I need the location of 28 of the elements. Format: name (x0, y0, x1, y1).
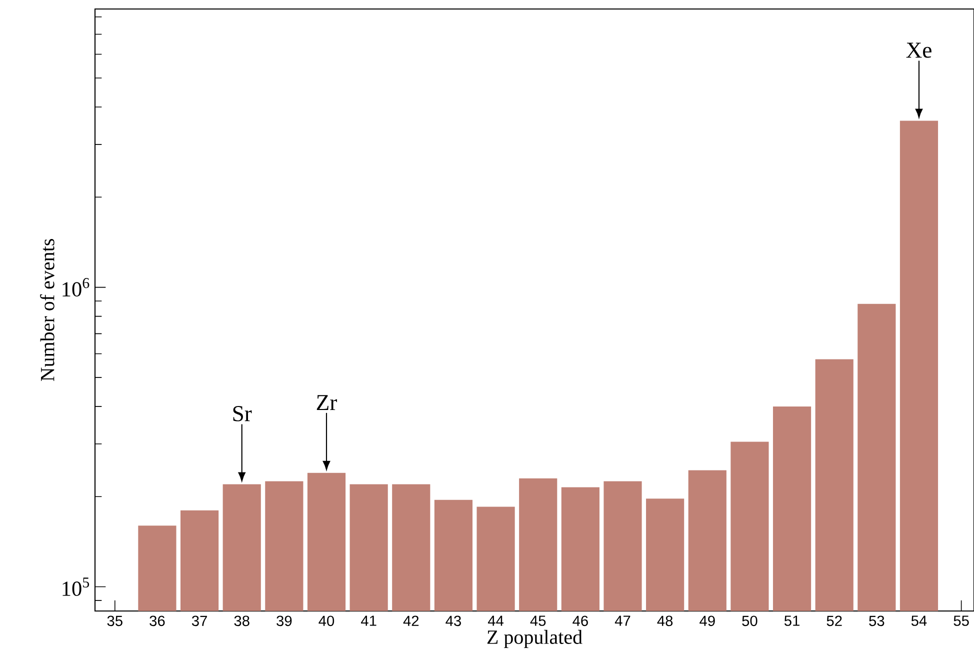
x-tick-label: 50 (742, 616, 758, 626)
x-tick-label: 41 (360, 616, 376, 626)
x-tick-label: 43 (446, 616, 461, 626)
y-axis-title: Number of events (40, 239, 54, 382)
x-tick-label: 47 (614, 616, 630, 626)
x-tick-label: 39 (276, 616, 292, 626)
x-tick-label: 48 (657, 616, 673, 626)
x-tick-label: 35 (107, 616, 122, 626)
annotation: Xe (906, 42, 932, 58)
x-tick-label: 36 (150, 616, 165, 626)
x-tick-label: 55 (954, 616, 969, 626)
annotation: Sr (233, 406, 252, 422)
x-axis-title: Z populated (487, 630, 582, 648)
y-tick-label: 10$^{5}$ (62, 578, 90, 596)
x-tick-label: 53 (869, 616, 884, 626)
x-tick-label: 52 (826, 616, 842, 626)
x-tick-label: 49 (700, 616, 715, 626)
x-tick-label: 46 (572, 616, 588, 626)
x-tick-label: 45 (530, 616, 546, 626)
x-tick-label: 42 (403, 616, 419, 626)
y-tick-label: 10$^{6}$ (62, 278, 90, 297)
x-tick-label: 38 (234, 616, 250, 626)
x-tick-label: 40 (318, 616, 334, 626)
x-tick-label: 54 (911, 616, 927, 626)
annotation: Zr (316, 395, 337, 410)
x-tick-label: 51 (784, 616, 800, 626)
x-tick-label: 37 (192, 616, 207, 626)
x-tick-label: 44 (488, 616, 504, 626)
